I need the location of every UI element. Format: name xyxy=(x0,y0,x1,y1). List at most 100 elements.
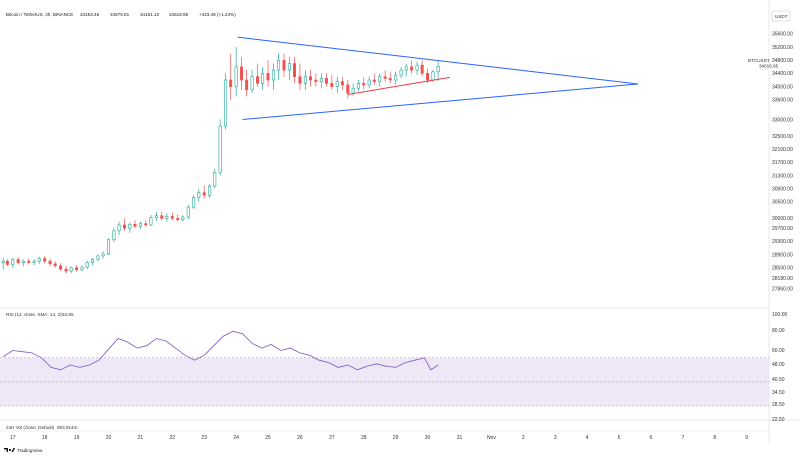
candle-body xyxy=(133,223,137,227)
candle-body xyxy=(314,79,318,82)
candle-body xyxy=(21,260,25,264)
candle-body xyxy=(266,73,270,81)
candle-body xyxy=(117,224,121,232)
time-tick-label: 26 xyxy=(297,435,303,441)
candle-body xyxy=(37,258,41,262)
candle-body xyxy=(308,76,312,81)
price-tick-label: 29300.00 xyxy=(772,239,793,245)
price-tick-label: 28500.00 xyxy=(772,266,793,272)
ohlc-high: 34679.81 xyxy=(110,12,130,17)
price-axis: 35600.00 35200.00 34800.00 34400.00 34000.00… xyxy=(772,32,793,293)
candle-body xyxy=(404,66,408,71)
candle-body xyxy=(415,64,419,71)
candle-body xyxy=(261,73,265,84)
tradingview-logo[interactable]: TradingView xyxy=(4,448,43,453)
candle-body xyxy=(48,260,52,265)
price-tick-label: 35200.00 xyxy=(772,45,793,51)
candle-body xyxy=(335,81,339,87)
time-tick-label: 21 xyxy=(138,435,144,441)
candle-body xyxy=(192,196,196,208)
time-tick-label: 24 xyxy=(233,435,239,441)
price-tick-label: 28180.00 xyxy=(772,276,793,282)
time-tick-label: Nov xyxy=(487,435,496,441)
volume-legend: 24H Vol (close, Default) 983.914m xyxy=(6,425,78,430)
time-tick-label: 6 xyxy=(650,435,653,441)
candle-body xyxy=(293,63,297,78)
rsi-band xyxy=(0,357,769,407)
triangle-lower-trendline xyxy=(242,83,639,121)
candle-body xyxy=(160,215,164,219)
header-legend: Bitcoin / TetherUS, 4h, BINANCE 34153.46… xyxy=(6,12,236,17)
candle-body xyxy=(388,78,392,81)
rsi-tick: 48.00 xyxy=(772,362,785,368)
candle-body xyxy=(202,192,206,196)
candle-body xyxy=(11,259,15,265)
candle-body xyxy=(324,78,328,84)
rsi-tick: 40.50 xyxy=(772,377,785,383)
rsi-legend: RSI (14, close, SMA, 14, 2) 63.65 xyxy=(6,312,74,317)
candle-body xyxy=(362,82,366,86)
currency-chip[interactable]: USDT xyxy=(771,10,791,22)
candle-body xyxy=(287,63,291,71)
candle-body xyxy=(128,223,132,229)
candle-body xyxy=(431,71,435,81)
time-tick-label: 9 xyxy=(745,435,748,441)
candle-body xyxy=(234,66,238,87)
rsi-series-line xyxy=(2,330,439,371)
time-tick-label: 29 xyxy=(393,435,399,441)
candle-body xyxy=(256,76,260,84)
candle-body xyxy=(1,260,5,264)
candle-body xyxy=(5,260,9,265)
price-tick-label: 29700.00 xyxy=(772,226,793,232)
rsi-tick: 34.50 xyxy=(772,390,785,396)
candle-body xyxy=(303,76,307,84)
support-trendline xyxy=(347,76,450,95)
candle-body xyxy=(16,259,20,264)
time-tick-label: 25 xyxy=(265,435,271,441)
candle-body xyxy=(122,224,126,229)
tradingview-logo-icon xyxy=(4,448,16,452)
candle-body xyxy=(91,258,95,263)
candle-body xyxy=(208,185,212,196)
candle-body xyxy=(32,260,36,263)
candle-body xyxy=(298,76,302,84)
time-tick-label: 22 xyxy=(170,435,176,441)
candle-body xyxy=(186,206,190,218)
rsi-axis: 100.00 80.00 60.00 48.00 40.50 34.50 28.… xyxy=(772,312,788,423)
candle-body xyxy=(282,59,286,71)
symbol-tag: BTCUSDT xyxy=(748,58,770,63)
currency-label: USDT xyxy=(775,14,788,19)
price-tick-label: 33600.00 xyxy=(772,98,793,104)
time-tick-label: 7 xyxy=(681,435,684,441)
time-tick-label: 31 xyxy=(457,435,463,441)
candle-body xyxy=(420,64,424,74)
trendlines[interactable] xyxy=(237,36,639,121)
candle-body xyxy=(218,125,222,173)
candle-body xyxy=(154,215,158,218)
time-tick-label: 20 xyxy=(106,435,112,441)
price-tick-label: 27860.00 xyxy=(772,287,793,293)
candle-body xyxy=(43,258,47,262)
candle-body xyxy=(69,267,73,272)
candle-body xyxy=(59,265,63,270)
ohlc-change: +423.49 (+1.24%) xyxy=(199,12,236,17)
candle-body xyxy=(277,59,281,71)
candle-body xyxy=(64,268,68,272)
candle-body xyxy=(165,216,169,219)
candle-body xyxy=(436,65,440,73)
candle-body xyxy=(106,239,110,255)
rsi-tick: 28.50 xyxy=(772,402,785,408)
price-tick-label: 32500.00 xyxy=(772,134,793,140)
time-tick-label: 8 xyxy=(713,435,716,441)
candle-body xyxy=(372,79,376,82)
candle-body xyxy=(80,266,84,271)
candle-body xyxy=(176,218,180,220)
time-axis[interactable]: 17 18 19 20 21 22 23 24 25 26 27 28 29 30 31 Nov 2 3 4 5 6 7 8… xyxy=(10,435,748,441)
time-tick-label: 18 xyxy=(42,435,48,441)
price-tick-label: 35600.00 xyxy=(772,32,793,38)
candle-body xyxy=(367,79,371,86)
candle-body xyxy=(410,66,414,71)
candle-body xyxy=(319,78,323,82)
candle-body xyxy=(85,262,89,268)
